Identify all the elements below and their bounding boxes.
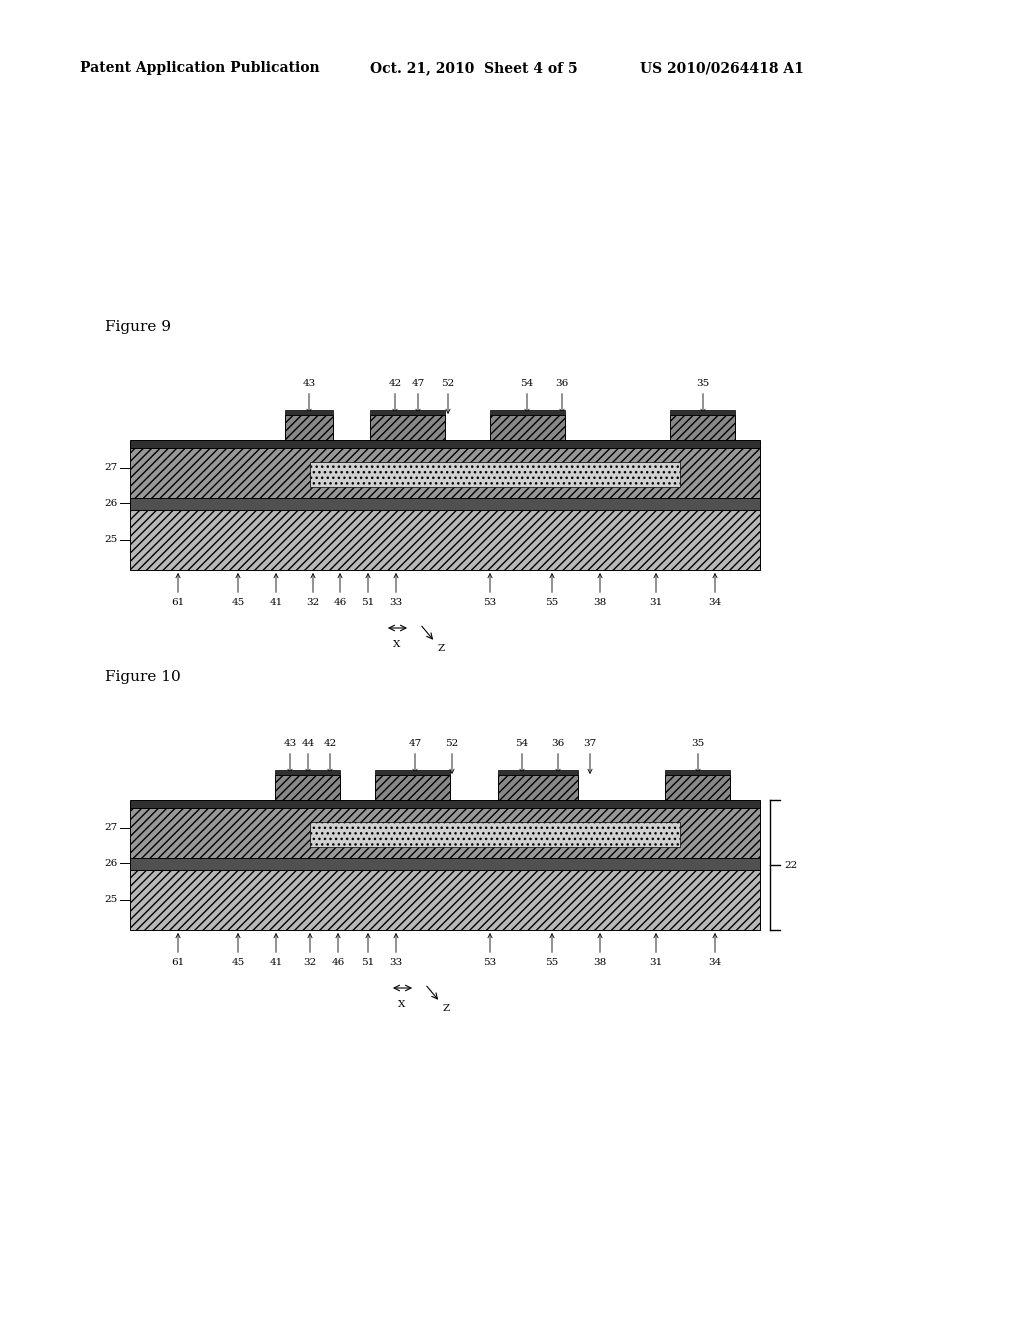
Bar	[275, 770, 340, 775]
Bar	[670, 414, 735, 440]
Text: 33: 33	[389, 933, 402, 968]
Bar	[285, 414, 333, 440]
Text: 54: 54	[520, 379, 534, 413]
Bar	[490, 414, 565, 440]
Text: 38: 38	[593, 574, 606, 607]
Text: 27: 27	[104, 463, 118, 473]
Bar	[130, 858, 760, 870]
Text: 35: 35	[691, 739, 705, 774]
Text: 46: 46	[334, 574, 347, 607]
Text: 36: 36	[555, 379, 568, 413]
Text: 53: 53	[483, 933, 497, 968]
Text: 61: 61	[171, 933, 184, 968]
Text: Patent Application Publication: Patent Application Publication	[80, 61, 319, 75]
Bar	[498, 770, 578, 775]
Text: Oct. 21, 2010  Sheet 4 of 5: Oct. 21, 2010 Sheet 4 of 5	[370, 61, 578, 75]
Text: 41: 41	[269, 933, 283, 968]
Text: 46: 46	[332, 933, 345, 968]
Text: 22: 22	[784, 861, 798, 870]
Text: 25: 25	[104, 536, 118, 544]
Bar	[490, 411, 565, 414]
Text: 47: 47	[412, 379, 425, 413]
Text: 35: 35	[696, 379, 710, 413]
Text: 54: 54	[515, 739, 528, 774]
Bar	[310, 462, 680, 487]
Text: 31: 31	[649, 574, 663, 607]
Text: 47: 47	[409, 739, 422, 774]
Text: 52: 52	[445, 739, 459, 774]
Text: 43: 43	[284, 739, 297, 774]
Text: Figure 10: Figure 10	[105, 671, 181, 684]
Bar	[370, 414, 445, 440]
Text: 37: 37	[584, 739, 597, 774]
Text: 36: 36	[551, 739, 564, 774]
Bar	[130, 498, 760, 510]
Bar	[375, 770, 450, 775]
Text: 31: 31	[649, 933, 663, 968]
Text: 34: 34	[709, 574, 722, 607]
Text: 55: 55	[546, 933, 559, 968]
Bar	[130, 870, 760, 931]
Text: 53: 53	[483, 574, 497, 607]
Text: X: X	[393, 640, 400, 649]
Text: US 2010/0264418 A1: US 2010/0264418 A1	[640, 61, 804, 75]
Bar	[130, 800, 760, 808]
Bar	[130, 510, 760, 570]
Text: 25: 25	[104, 895, 118, 904]
Text: Z: Z	[438, 644, 445, 653]
Text: 51: 51	[361, 574, 375, 607]
Text: 32: 32	[306, 574, 319, 607]
Text: 38: 38	[593, 933, 606, 968]
Bar	[310, 822, 680, 847]
Bar	[275, 775, 340, 800]
Text: 33: 33	[389, 574, 402, 607]
Text: 55: 55	[546, 574, 559, 607]
Text: 42: 42	[324, 739, 337, 774]
Text: 41: 41	[269, 574, 283, 607]
Bar	[130, 808, 760, 858]
Text: 45: 45	[231, 574, 245, 607]
Text: 32: 32	[303, 933, 316, 968]
Text: Z: Z	[443, 1005, 451, 1012]
Bar	[285, 411, 333, 414]
Bar	[498, 775, 578, 800]
Text: 61: 61	[171, 574, 184, 607]
Bar	[665, 770, 730, 775]
Bar	[670, 411, 735, 414]
Text: 34: 34	[709, 933, 722, 968]
Text: Figure 9: Figure 9	[105, 319, 171, 334]
Text: X: X	[398, 1001, 406, 1008]
Bar	[665, 775, 730, 800]
Text: 26: 26	[104, 499, 118, 507]
Text: 26: 26	[104, 858, 118, 867]
Bar	[370, 411, 445, 414]
Text: 52: 52	[441, 379, 455, 413]
Text: 44: 44	[301, 739, 314, 774]
Text: 42: 42	[388, 379, 401, 413]
Text: 43: 43	[302, 379, 315, 413]
Bar	[375, 775, 450, 800]
Text: 27: 27	[104, 824, 118, 833]
Bar	[130, 440, 760, 447]
Text: 45: 45	[231, 933, 245, 968]
Bar	[130, 447, 760, 498]
Text: 51: 51	[361, 933, 375, 968]
